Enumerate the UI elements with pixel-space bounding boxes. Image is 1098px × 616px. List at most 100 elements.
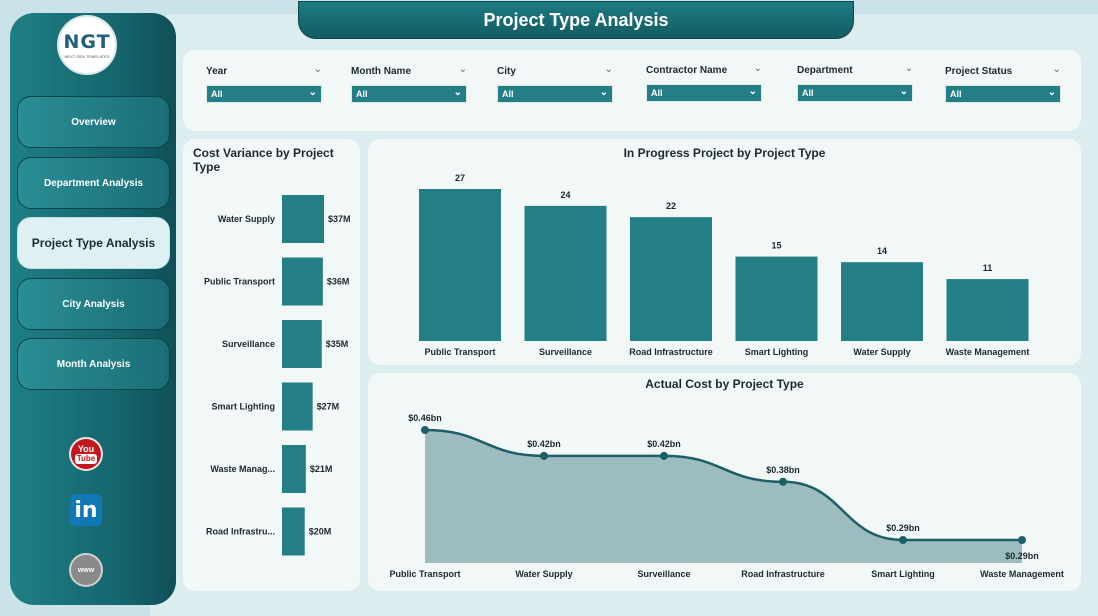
filter-value: All: [802, 88, 814, 98]
data-label: 27: [455, 173, 465, 183]
chevron-down-icon[interactable]: ⌄: [1052, 64, 1061, 75]
filter-label: Project Status: [945, 66, 1013, 77]
bar: [282, 257, 323, 306]
nav-overview-button[interactable]: Overview: [17, 96, 170, 148]
data-label: 15: [771, 241, 781, 251]
category-label: Waste Manag...: [210, 464, 275, 474]
data-point: [421, 426, 429, 434]
filter-label: City: [497, 66, 516, 77]
chevron-down-icon: ⌄: [748, 86, 757, 97]
month-name-select[interactable]: All ⌄: [351, 85, 467, 103]
category-label: Waste Management: [980, 569, 1064, 579]
data-point: [1018, 536, 1026, 544]
category-label: Water Supply: [853, 347, 910, 357]
page-title: Project Type Analysis: [298, 1, 854, 39]
youtube-icon-text-bottom: Tube: [74, 454, 98, 464]
youtube-link[interactable]: You Tube: [68, 436, 104, 472]
data-label: 11: [983, 263, 993, 273]
data-label: $21M: [310, 464, 333, 474]
chevron-down-icon: ⌄: [899, 86, 908, 97]
data-point: [779, 477, 787, 486]
logo-subtext: NEXT GEN TEMPLATES: [64, 54, 110, 59]
category-label: Public Transport: [204, 277, 275, 287]
filter-value: All: [211, 89, 223, 99]
linkedin-link[interactable]: in: [68, 492, 104, 528]
filter-value: All: [651, 88, 663, 98]
data-label: 14: [877, 246, 887, 256]
category-label: Public Transport: [389, 569, 460, 579]
data-label: $0.29bn: [886, 523, 920, 533]
chevron-down-icon[interactable]: ⌄: [753, 63, 762, 74]
filter-department: Department ⌄ All ⌄: [797, 63, 913, 102]
data-label: 22: [666, 201, 676, 211]
category-label: Public Transport: [424, 347, 495, 357]
contractor-name-select[interactable]: All ⌄: [646, 84, 762, 102]
filter-project-status: Project Status ⌄ All ⌄: [945, 64, 1061, 103]
filter-year: Year ⌄ All ⌄: [206, 64, 322, 103]
city-select[interactable]: All ⌄: [497, 85, 613, 103]
bar: [282, 382, 313, 431]
chevron-down-icon[interactable]: ⌄: [458, 64, 467, 75]
bar: [282, 507, 305, 556]
chevron-down-icon[interactable]: ⌄: [604, 64, 613, 75]
nav-project-type-analysis-button[interactable]: Project Type Analysis: [17, 217, 170, 269]
bar: [282, 320, 322, 368]
cost-variance-chart: Water Supply $37M Public Transport $36M Surv…: [204, 195, 351, 556]
bar: [841, 262, 923, 341]
filter-value: All: [950, 89, 962, 99]
year-select[interactable]: All ⌄: [206, 85, 322, 103]
area-fill: [425, 430, 1022, 563]
actual-cost-panel: Actual Cost by Project Type $0.46bn Publi…: [368, 373, 1081, 591]
actual-cost-title: Actual Cost by Project Type: [645, 377, 804, 391]
filter-label: Month Name: [351, 66, 411, 77]
nav-department-analysis-button[interactable]: Department Analysis: [17, 157, 170, 209]
filter-panel: Year ⌄ All ⌄ Month Name ⌄ All ⌄ City ⌄ All…: [183, 50, 1081, 131]
data-label: $0.29bn: [1005, 551, 1039, 561]
data-label: 24: [560, 190, 570, 200]
data-label: $0.42bn: [527, 439, 561, 449]
cost-variance-title: Cost Variance by Project Type: [193, 146, 334, 174]
category-label: Road Infrastructure: [741, 569, 825, 579]
filter-value: All: [502, 89, 514, 99]
actual-cost-chart: $0.46bn Public Transport $0.42bn Water Supp…: [389, 413, 1064, 579]
chevron-down-icon[interactable]: ⌄: [904, 63, 913, 74]
data-label: $37M: [328, 214, 351, 224]
bar: [735, 256, 818, 341]
nav-month-analysis-button[interactable]: Month Analysis: [17, 338, 170, 390]
bar: [419, 189, 501, 341]
bar: [524, 205, 607, 341]
in-progress-title: In Progress Project by Project Type: [623, 146, 826, 160]
youtube-icon: You Tube: [69, 437, 103, 471]
website-link[interactable]: www: [68, 552, 104, 588]
nav-city-analysis-button[interactable]: City Analysis: [17, 278, 170, 330]
category-label: Smart Lighting: [745, 347, 809, 357]
chevron-down-icon: ⌄: [308, 87, 317, 98]
department-select[interactable]: All ⌄: [797, 84, 913, 102]
category-label: Surveillance: [637, 569, 690, 579]
linkedin-icon: in: [70, 494, 102, 526]
chevron-down-icon: ⌄: [453, 87, 462, 98]
project-status-select[interactable]: All ⌄: [945, 85, 1061, 103]
bar: [630, 217, 712, 341]
chevron-down-icon: ⌄: [599, 87, 608, 98]
filter-value: All: [356, 89, 368, 99]
data-label: $0.46bn: [408, 413, 442, 423]
data-point: [899, 536, 907, 544]
filter-label: Department: [797, 65, 853, 76]
cost-variance-panel: Cost Variance by Project Type Water Supp…: [183, 139, 360, 591]
filter-city: City ⌄ All ⌄: [497, 64, 613, 103]
data-label: $0.42bn: [647, 439, 681, 449]
bar: [282, 195, 324, 243]
category-label: Smart Lighting: [871, 569, 935, 579]
data-label: $36M: [327, 277, 350, 287]
youtube-icon-text-top: You: [77, 444, 95, 454]
category-label: Surveillance: [539, 347, 592, 357]
data-point: [540, 451, 548, 460]
logo-text: NGT: [63, 31, 111, 53]
category-label: Smart Lighting: [212, 402, 276, 412]
in-progress-chart: 27 Public Transport 24 Surveillance 22 Road I…: [419, 173, 1029, 357]
category-label: Road Infrastructure: [629, 347, 713, 357]
chevron-down-icon[interactable]: ⌄: [313, 64, 322, 75]
data-label: $20M: [309, 527, 332, 537]
category-label: Water Supply: [218, 214, 275, 224]
